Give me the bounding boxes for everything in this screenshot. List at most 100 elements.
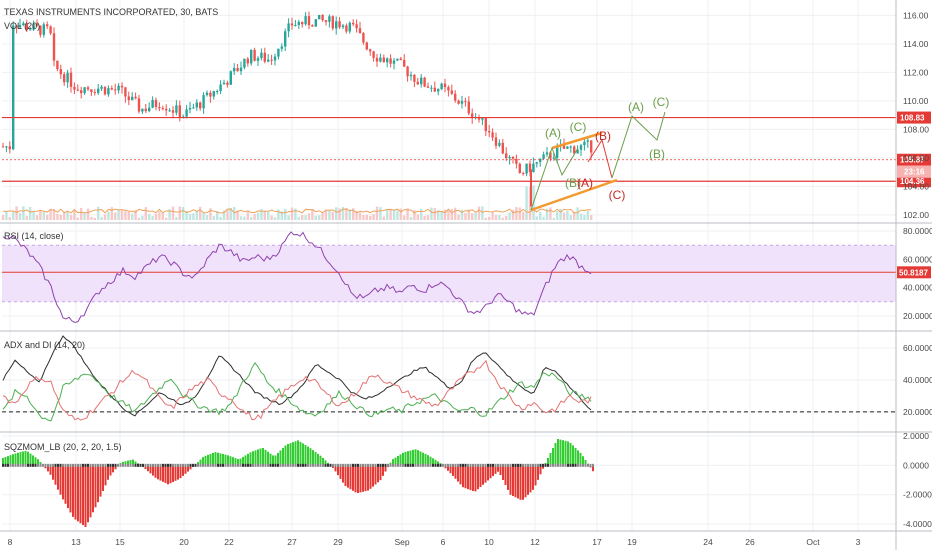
volume-bar xyxy=(525,186,528,220)
rsi-tag-box xyxy=(897,266,931,279)
candle-body xyxy=(5,146,8,148)
squeeze-dot xyxy=(459,463,462,467)
candle-body xyxy=(188,107,192,110)
time-tick-label: Sep xyxy=(394,537,409,547)
candle-body xyxy=(375,57,379,62)
candle-body xyxy=(134,96,137,99)
squeeze-bar xyxy=(519,465,522,500)
squeeze-dot xyxy=(484,463,487,467)
candle-body xyxy=(93,91,96,93)
squeeze-dot xyxy=(99,463,102,467)
squeeze-bar xyxy=(297,440,299,466)
candle-body xyxy=(399,58,402,60)
candle-body xyxy=(260,52,263,59)
candle-body xyxy=(352,22,355,25)
squeeze-bar xyxy=(579,452,582,466)
squeeze-dot xyxy=(112,463,114,467)
squeeze-dot xyxy=(17,463,19,467)
volume-bar xyxy=(491,212,494,220)
volume-bar xyxy=(396,210,399,220)
squeeze-bar xyxy=(147,465,149,472)
volume-bar xyxy=(522,211,525,220)
squeeze-bar xyxy=(4,457,7,466)
volume-bar xyxy=(42,212,45,220)
candle-body xyxy=(420,77,423,85)
squeeze-bar xyxy=(259,448,262,466)
squeeze-bar xyxy=(462,465,464,488)
countdown-box xyxy=(897,165,931,178)
squeeze-dot xyxy=(197,463,199,467)
candle-body xyxy=(477,117,481,120)
squeeze-bar xyxy=(454,465,457,479)
squeeze-dot xyxy=(399,463,402,467)
squeeze-dot xyxy=(482,463,484,467)
volume-bar xyxy=(539,212,542,220)
volume-bar xyxy=(18,212,22,220)
volume-bar xyxy=(335,207,338,220)
volume-bar xyxy=(243,216,246,220)
volume-ma-line xyxy=(2,208,592,214)
squeeze-dot xyxy=(224,463,227,467)
squeeze-bar xyxy=(227,455,229,466)
volume-bar xyxy=(426,215,430,220)
squeeze-dot xyxy=(527,463,529,467)
candle-body xyxy=(233,67,236,72)
squeeze-dot xyxy=(207,463,209,467)
squeeze-bar xyxy=(77,465,79,522)
volume-bar xyxy=(420,208,423,220)
volume-bar xyxy=(29,206,32,220)
candle-body xyxy=(175,105,178,113)
candle-body xyxy=(539,158,542,163)
squeeze-bar xyxy=(29,453,32,466)
squeeze-momentum-pane[interactable]: SQZMOM_LB (20, 2, 20, 1.5) 2.0000 0.0000 -… xyxy=(2,431,932,529)
squeeze-axis[interactable]: 2.0000 0.0000 -2.0000 -4.0000 xyxy=(903,431,932,529)
squeeze-dot xyxy=(234,463,237,467)
candle-body xyxy=(124,87,127,97)
candle-body xyxy=(267,59,270,62)
squeeze-dot xyxy=(389,463,392,467)
candle-body xyxy=(131,96,134,101)
rsi-pane[interactable]: RSI (14, close) 80.0000 60.0000 40.0000 20.… xyxy=(2,226,932,323)
volume-bar xyxy=(586,211,589,220)
axis-tick-label: 116.00 xyxy=(903,10,929,20)
candle-body xyxy=(56,60,59,70)
squeeze-bar xyxy=(434,459,437,466)
volume-bar xyxy=(83,212,86,220)
squeeze-bar xyxy=(207,454,209,466)
volume-bar xyxy=(127,211,130,220)
candle-body xyxy=(467,101,470,114)
volume-bar xyxy=(86,208,90,220)
price-axis[interactable]: 116.00 114.00 112.00 110.00 108.00 106.00 104.… xyxy=(903,10,929,219)
adx-pane[interactable]: ADX and DI (14, 20) 60.0000 40.0000 20.000… xyxy=(2,335,932,422)
squeeze-bar xyxy=(352,465,354,491)
candle-body xyxy=(311,25,314,27)
squeeze-bar xyxy=(182,465,184,476)
rsi-axis[interactable]: 80.0000 60.0000 40.0000 20.0000 50.8187 xyxy=(897,226,932,321)
volume-bar xyxy=(457,214,460,220)
squeeze-dot xyxy=(384,463,387,467)
candle-body xyxy=(522,173,525,175)
squeeze-bar xyxy=(567,441,569,466)
squeeze-dot xyxy=(279,463,282,467)
squeeze-dot xyxy=(577,463,579,467)
squeeze-bar xyxy=(424,453,427,466)
volume-bar xyxy=(1,215,5,220)
squeeze-bar xyxy=(574,447,577,466)
squeeze-bar xyxy=(244,455,247,466)
squeeze-bar xyxy=(514,465,517,498)
adx-axis[interactable]: 60.0000 40.0000 20.0000 xyxy=(903,343,932,417)
squeeze-bar xyxy=(369,465,372,489)
candle-body xyxy=(263,52,266,62)
time-axis[interactable]: 8 13 15 20 22 27 29 Sep 6 10 12 17 19 24 26 Oct 3 xyxy=(8,537,861,547)
squeeze-dot xyxy=(69,463,72,467)
volume-bar xyxy=(294,208,297,220)
squeeze-dot xyxy=(209,463,212,467)
squeeze-dot xyxy=(554,463,557,467)
squeeze-bar xyxy=(324,460,327,466)
axis-tick-label: 104.00 xyxy=(903,181,929,191)
squeeze-dot xyxy=(549,463,552,467)
squeeze-bar xyxy=(554,443,557,466)
squeeze-bar xyxy=(299,441,302,466)
squeeze-dot xyxy=(97,463,99,467)
